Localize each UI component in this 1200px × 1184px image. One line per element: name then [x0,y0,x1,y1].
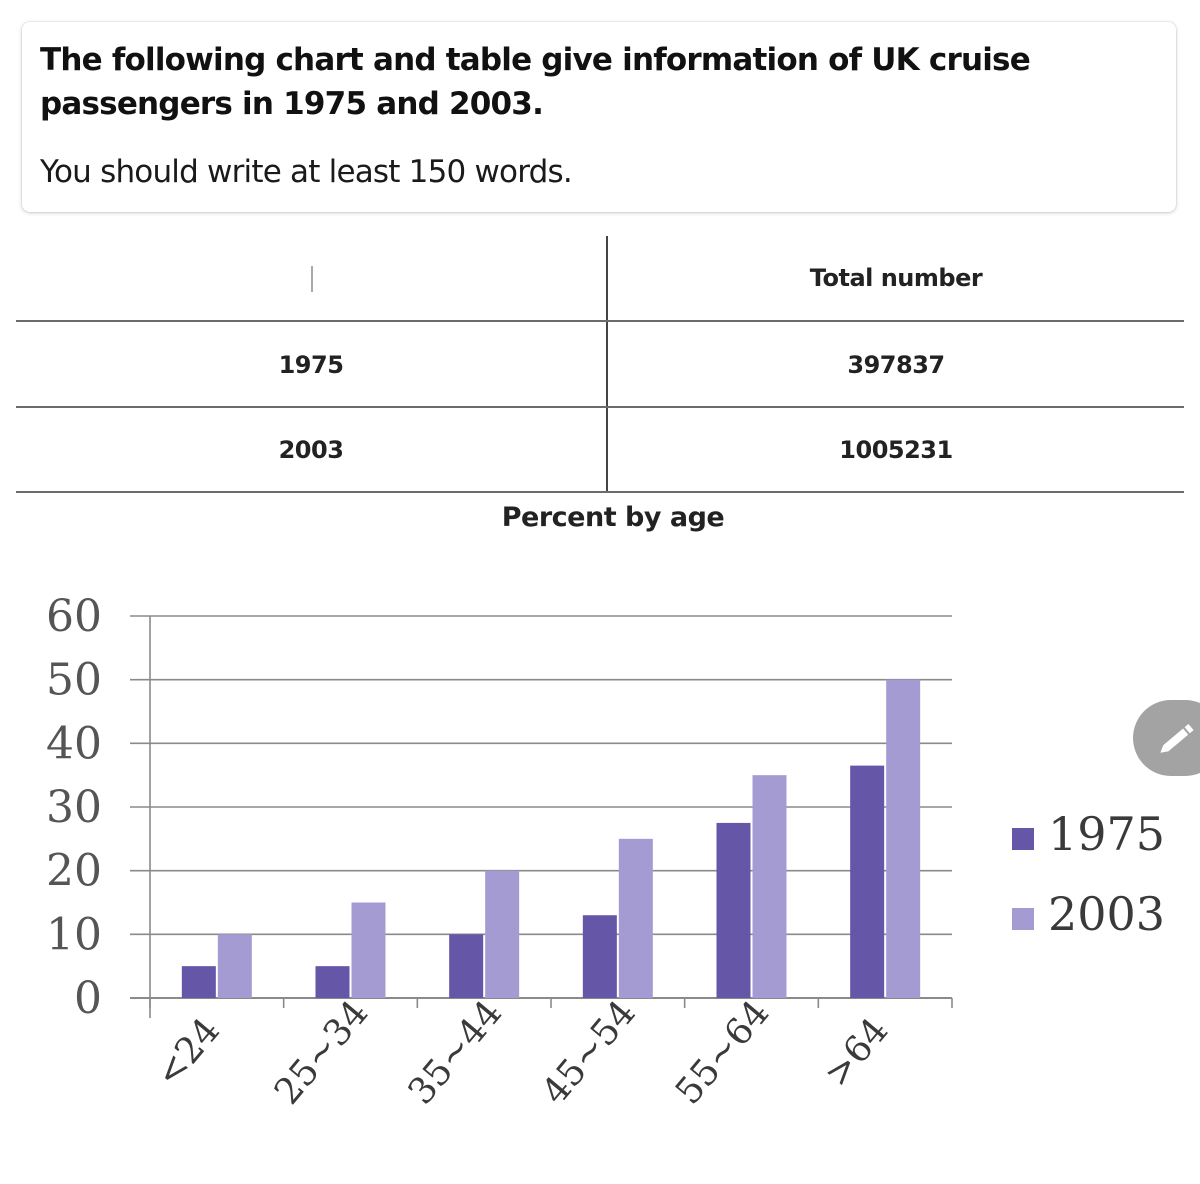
legend-swatch-1975 [1012,828,1034,850]
task-instruction: You should write at least 150 words. [40,154,573,190]
pencil-icon [1160,724,1194,753]
y-tick-label: 60 [46,591,102,642]
x-tick-label: 55~64 [668,993,778,1113]
table-row-rule [16,406,1184,408]
x-tick-label: <24 [148,1010,228,1095]
table-cell-total: 397837 [847,351,945,379]
y-tick-label: 20 [46,846,102,897]
bar-2003 [886,679,921,998]
bar-1975 [716,822,751,998]
bar-2003 [351,902,386,998]
legend-swatch-2003 [1012,908,1034,930]
bar-2003 [485,870,520,998]
y-tick-label: 30 [46,782,102,833]
task-prompt-title: The following chart and table give infor… [40,42,1031,122]
bar-2003 [217,934,252,998]
bar-1975 [850,765,885,998]
bar-chart: 0 10 20 30 40 50 60 <24 25~34 35~44 45~54 55~64 >64 1… [46,591,1165,1113]
table-cell-total: 1005231 [839,436,953,464]
bar-1975 [582,915,617,998]
chart-title: Percent by age [501,502,725,533]
bar-2003 [618,838,653,998]
table-header-rule [16,320,1184,322]
table-cell-year: 1975 [278,351,344,379]
y-tick-label: 40 [46,718,102,769]
table-bottom-rule [16,491,1184,493]
x-tick-label: 45~54 [534,993,644,1113]
passenger-total-table: Total number 1975 397837 2003 1005231 [16,236,1184,494]
table-stub-header-mark [311,266,313,292]
bar-1975 [181,966,216,998]
legend-label: 1975 [1048,807,1165,861]
bar-1975 [449,934,484,998]
y-tick-label: 50 [46,655,102,706]
table-cell-year: 2003 [278,436,344,464]
bar-2003 [752,775,787,998]
y-tick-label: 10 [46,909,102,960]
table-column-divider [606,236,608,492]
legend-label: 2003 [1048,887,1165,941]
bar-1975 [315,966,350,998]
x-tick-label: >64 [816,1010,896,1095]
edit-button[interactable] [1133,700,1200,776]
x-tick-label: 35~44 [401,993,511,1113]
x-tick-label: 25~34 [267,993,377,1113]
task-prompt-card: The following chart and table give infor… [22,22,1176,212]
y-tick-label: 0 [74,973,102,1024]
table-header-total: Total number [809,264,983,292]
